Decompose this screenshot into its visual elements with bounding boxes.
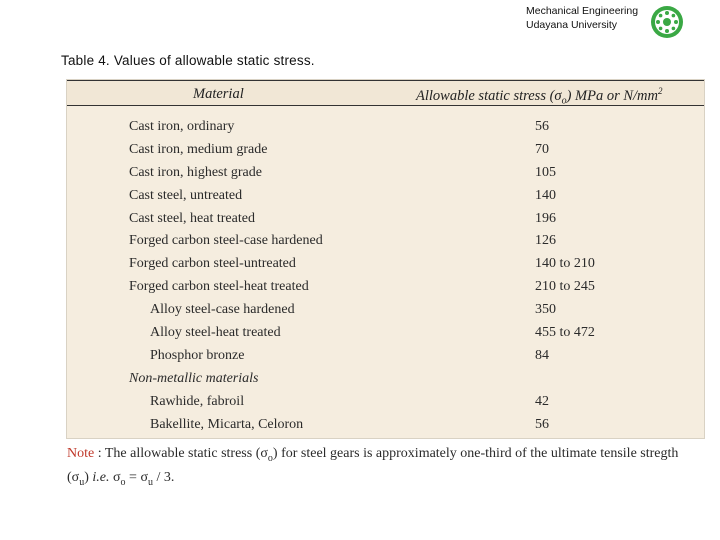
stress-cell: 126 xyxy=(535,233,556,249)
stress-cell: 84 xyxy=(535,347,549,363)
table-row: Forged carbon steel-untreated 140 to 210 xyxy=(67,255,704,278)
material-cell: Alloy steel-heat treated xyxy=(150,325,281,341)
table-note: Note : The allowable static stress (σo) … xyxy=(67,444,717,492)
material-cell: Cast iron, medium grade xyxy=(129,141,268,157)
university-logo-icon xyxy=(651,6,683,38)
table-row: Bakellite, Micarta, Celoron 56 xyxy=(67,416,704,439)
stress-cell: 140 to 210 xyxy=(535,256,595,272)
table-row: Cast iron, medium grade 70 xyxy=(67,141,704,164)
material-cell: Rawhide, fabroil xyxy=(150,393,245,409)
header-institution: Mechanical Engineering Udayana Universit… xyxy=(526,4,638,32)
table-header: Material Allowable static stress (σo) MP… xyxy=(67,80,704,107)
note-line-1: Note : The allowable static stress (σo) … xyxy=(67,446,679,464)
material-cell: Forged carbon steel-untreated xyxy=(129,256,296,272)
stress-cell: 105 xyxy=(535,164,556,180)
note-label: Note xyxy=(67,446,95,461)
table-row: Cast steel, heat treated 196 xyxy=(67,210,704,233)
table-row: Forged carbon steel-heat treated 210 to 2… xyxy=(67,278,704,301)
material-cell: Cast iron, highest grade xyxy=(129,164,262,180)
allowable-stress-table: Material Allowable static stress (σo) MP… xyxy=(66,79,705,439)
stress-cell: 56 xyxy=(535,416,549,432)
table-body: Cast iron, ordinary 56 Cast iron, medium … xyxy=(67,118,704,438)
column-header-stress: Allowable static stress (σo) MPa or N/mm… xyxy=(416,86,663,107)
material-cell: Forged carbon steel-case hardened xyxy=(129,233,323,249)
table-row: Forged carbon steel-case hardened 126 xyxy=(67,232,704,255)
material-cell: Cast steel, heat treated xyxy=(129,210,255,226)
table-row: Cast iron, highest grade 105 xyxy=(67,164,704,187)
table-row: Alloy steel-heat treated 455 to 472 xyxy=(67,324,704,347)
note-line-2: (σu) i.e. σo = σu / 3. xyxy=(67,469,175,488)
stress-cell: 140 xyxy=(535,187,556,203)
material-cell: Cast iron, ordinary xyxy=(129,119,235,134)
table-section-heading: Non-metallic materials xyxy=(67,370,704,393)
table-row: Alloy steel-case hardened 350 xyxy=(67,301,704,324)
material-cell: Bakellite, Micarta, Celoron xyxy=(150,416,304,432)
header-university: Udayana University xyxy=(526,19,618,31)
material-cell: Phosphor bronze xyxy=(150,347,245,363)
column-header-material: Material xyxy=(193,86,244,102)
stress-cell: 196 xyxy=(535,210,556,226)
stress-cell: 42 xyxy=(535,393,549,409)
material-cell: Cast steel, untreated xyxy=(129,187,243,203)
table-row: Phosphor bronze 84 xyxy=(67,347,704,370)
table-row: Cast steel, untreated 140 xyxy=(67,187,704,210)
stress-cell: 56 xyxy=(535,119,549,134)
material-cell: Alloy steel-case hardened xyxy=(150,302,295,318)
stress-cell: 455 to 472 xyxy=(535,325,595,341)
header-department: Mechanical Engineering xyxy=(526,5,639,17)
section-label: Non-metallic materials xyxy=(129,370,259,386)
table-row: Rawhide, fabroil 42 xyxy=(67,393,704,416)
table-row: Cast iron, ordinary 56 xyxy=(67,118,704,141)
stress-cell: 210 to 245 xyxy=(535,279,595,295)
material-cell: Forged carbon steel-heat treated xyxy=(129,279,309,295)
stress-cell: 70 xyxy=(535,141,549,157)
stress-cell: 350 xyxy=(535,302,556,318)
table-caption: Table 4. Values of allowable static stre… xyxy=(61,53,315,68)
